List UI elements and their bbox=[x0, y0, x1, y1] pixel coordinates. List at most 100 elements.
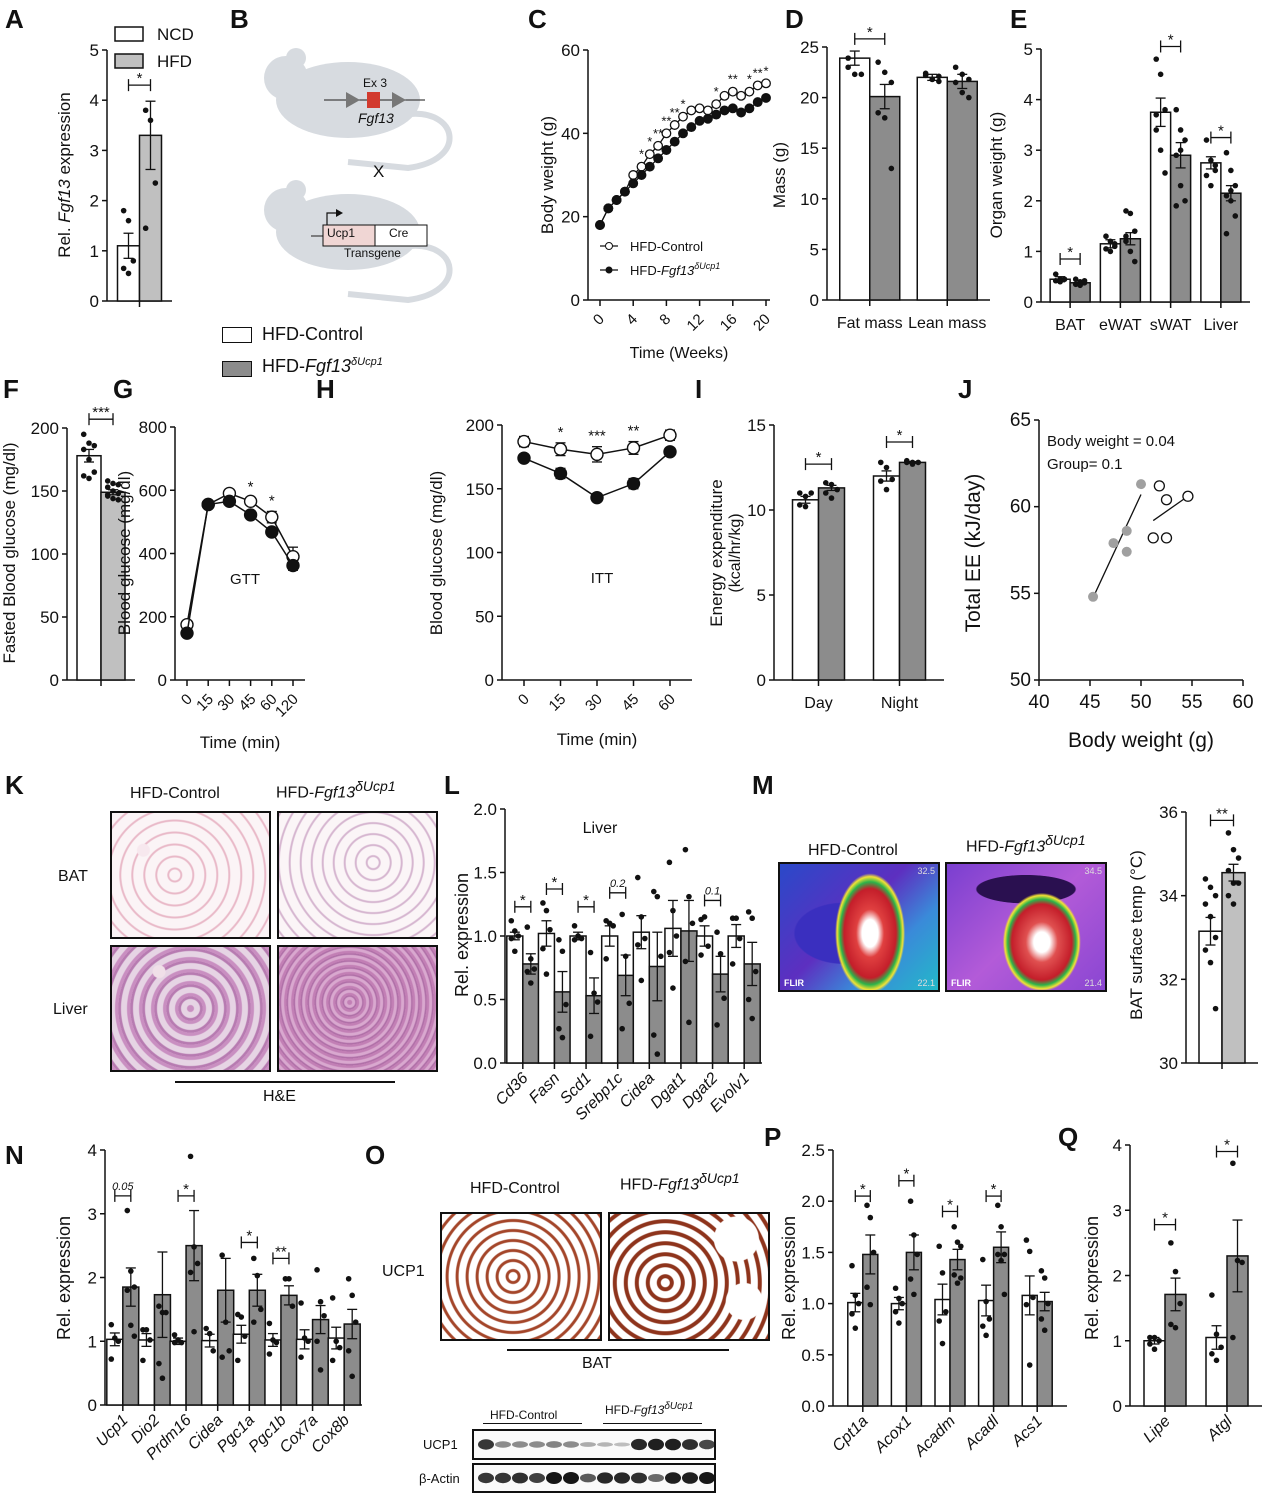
data-point-D bbox=[936, 73, 942, 80]
data-point-L bbox=[721, 995, 727, 1002]
data-point-I bbox=[909, 461, 916, 467]
data-point-N bbox=[171, 1332, 178, 1338]
data-point-H bbox=[553, 442, 568, 456]
data-point-N bbox=[187, 1153, 194, 1160]
data-point-P bbox=[954, 1239, 961, 1245]
bar-D-ko bbox=[946, 80, 978, 301]
data-point-N bbox=[191, 1244, 197, 1250]
data-point-N bbox=[115, 1338, 122, 1345]
mouse-floxed bbox=[264, 48, 453, 172]
sig-label-L: * bbox=[520, 892, 526, 909]
data-point-N bbox=[187, 1269, 194, 1276]
data-point-C bbox=[719, 90, 730, 101]
thermal1-min: 22.1 bbox=[917, 978, 935, 988]
data-point-I bbox=[808, 490, 815, 496]
data-point-C bbox=[611, 195, 622, 205]
y-tick-label-F: 50 bbox=[40, 608, 59, 627]
data-point-M bbox=[1212, 934, 1219, 941]
data-point-L bbox=[682, 846, 689, 853]
data-point-E bbox=[1228, 167, 1234, 174]
data-point-G bbox=[222, 494, 237, 509]
y-tick-label-Q: 1 bbox=[1113, 1332, 1122, 1351]
data-point-H bbox=[663, 428, 677, 442]
data-point-C bbox=[661, 145, 672, 155]
data-point-C bbox=[653, 153, 664, 164]
y-tick-label-C: 20 bbox=[561, 208, 580, 227]
data-point-N bbox=[250, 1255, 257, 1262]
panel-label-f: F bbox=[3, 374, 19, 404]
data-point-E bbox=[1223, 149, 1230, 156]
m-col-ko-gene: Fgf13 bbox=[1004, 838, 1046, 856]
data-point-G bbox=[243, 494, 258, 509]
legend-swatch-A bbox=[114, 53, 144, 69]
data-point-E bbox=[1107, 248, 1114, 255]
data-point-P bbox=[867, 1214, 874, 1221]
legend-ko-gene: Fgf13 bbox=[305, 356, 352, 376]
data-point-Q bbox=[1177, 1300, 1183, 1307]
data-point-M bbox=[1225, 867, 1232, 874]
data-point-D bbox=[952, 79, 959, 86]
blot-band bbox=[631, 1472, 647, 1484]
data-point-L bbox=[547, 926, 553, 933]
data-point-N bbox=[349, 1292, 355, 1299]
data-point-C bbox=[669, 120, 680, 130]
thermal-image-ko: 34.5 21.4 FLIR bbox=[945, 862, 1107, 992]
x-tick-label-C: 20 bbox=[750, 311, 774, 335]
data-point-N bbox=[171, 1339, 178, 1346]
data-point-M bbox=[1230, 901, 1237, 907]
x-tick-label-C: 16 bbox=[717, 311, 741, 335]
y-tick-label-P: 2.5 bbox=[801, 1141, 825, 1160]
data-point-L bbox=[749, 915, 755, 922]
data-point-L bbox=[508, 935, 515, 942]
data-point-N bbox=[273, 1339, 280, 1346]
data-point-N bbox=[124, 1287, 131, 1294]
sig-label-I: * bbox=[897, 427, 903, 444]
sig-label-D: * bbox=[867, 24, 873, 41]
legend-ko-prefix: HFD- bbox=[262, 356, 305, 376]
data-point-D bbox=[888, 79, 895, 86]
data-point-F bbox=[110, 488, 116, 494]
wb-group-control-line bbox=[483, 1423, 582, 1424]
panel-label-i: I bbox=[695, 374, 703, 404]
data-point-J bbox=[1153, 480, 1166, 492]
legend-swatch-control bbox=[222, 327, 252, 343]
x-axis-label-C: Time (Weeks) bbox=[630, 345, 729, 362]
data-point-P bbox=[849, 1311, 855, 1317]
gene-label: Fgf13 bbox=[358, 110, 394, 126]
panel-label-g: G bbox=[113, 374, 134, 404]
promoter-arrowhead-icon bbox=[336, 209, 343, 217]
data-point-P bbox=[998, 1257, 1004, 1264]
data-point-P bbox=[1026, 1248, 1033, 1255]
data-point-L bbox=[626, 1000, 633, 1007]
blot-band bbox=[495, 1472, 511, 1484]
data-point-C bbox=[686, 105, 697, 116]
bar-L-control bbox=[537, 932, 556, 1064]
sig-label-C: * bbox=[714, 84, 719, 99]
data-point-F bbox=[86, 475, 92, 482]
o-col-ko: HFD-Fgf13δUcp1 bbox=[620, 1170, 740, 1194]
data-point-P bbox=[1026, 1362, 1033, 1368]
data-point-E bbox=[1061, 276, 1068, 283]
data-point-I bbox=[883, 486, 890, 493]
data-point-P bbox=[943, 1308, 949, 1315]
x-tick-label-L: Fasn bbox=[526, 1070, 563, 1107]
data-point-L bbox=[682, 958, 689, 965]
sig-label-C: ** bbox=[653, 126, 663, 141]
data-point-L bbox=[666, 859, 673, 866]
data-point-N bbox=[238, 1314, 245, 1320]
mouse-tail bbox=[347, 242, 453, 304]
thermal2-max: 34.5 bbox=[1084, 866, 1102, 876]
data-point-L bbox=[571, 923, 578, 929]
data-point-H bbox=[663, 445, 677, 459]
panel-label-o: O bbox=[365, 1140, 386, 1170]
data-point-N bbox=[349, 1373, 355, 1380]
data-point-M bbox=[1202, 876, 1209, 882]
data-point-Q bbox=[1172, 1268, 1179, 1275]
loxp-site-left-icon bbox=[346, 92, 360, 108]
bar-E-ko bbox=[1169, 154, 1192, 303]
data-point-N bbox=[352, 1319, 359, 1325]
legend-label-ko: HFD-Fgf13δUcp1 bbox=[262, 356, 383, 377]
data-point-N bbox=[298, 1300, 304, 1306]
data-point-J bbox=[1121, 525, 1132, 536]
data-point-A bbox=[125, 270, 132, 277]
